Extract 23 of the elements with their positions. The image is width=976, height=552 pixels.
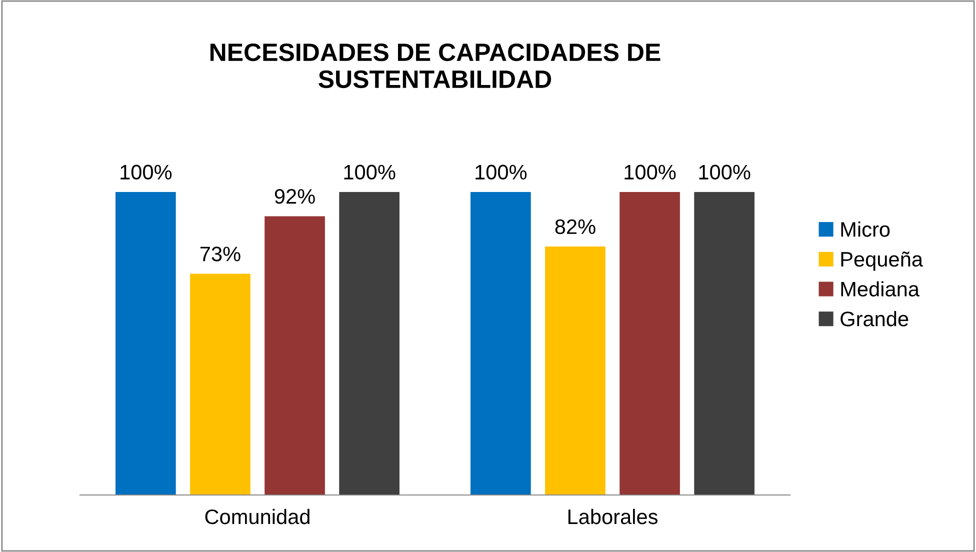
bar <box>264 216 325 495</box>
data-label: 92% <box>274 189 315 204</box>
bar <box>190 274 250 495</box>
bar <box>116 192 176 495</box>
data-label: 82% <box>555 219 596 234</box>
legend-label: Pequeña <box>841 252 923 271</box>
bar <box>470 192 531 495</box>
data-label: 100% <box>344 164 396 180</box>
legend-label: Mediana <box>841 281 920 297</box>
data-label: 73% <box>200 246 240 262</box>
data-label: 100% <box>699 164 750 180</box>
x-tick-label: Laborales <box>568 508 658 524</box>
bar <box>545 246 606 495</box>
data-label: 100% <box>476 164 527 180</box>
legend-label: Micro <box>841 222 890 237</box>
chart-title: NECESIDADES DE CAPACIDADES DE SUSTENTABILIDAD <box>210 43 660 88</box>
bar <box>694 192 754 495</box>
legend-label: Grande <box>840 311 908 326</box>
x-tick-label: Comunidad <box>205 508 310 524</box>
bar <box>620 192 680 495</box>
data-label: 100% <box>624 164 676 180</box>
data-label: 100% <box>120 164 172 180</box>
bar <box>339 192 400 495</box>
